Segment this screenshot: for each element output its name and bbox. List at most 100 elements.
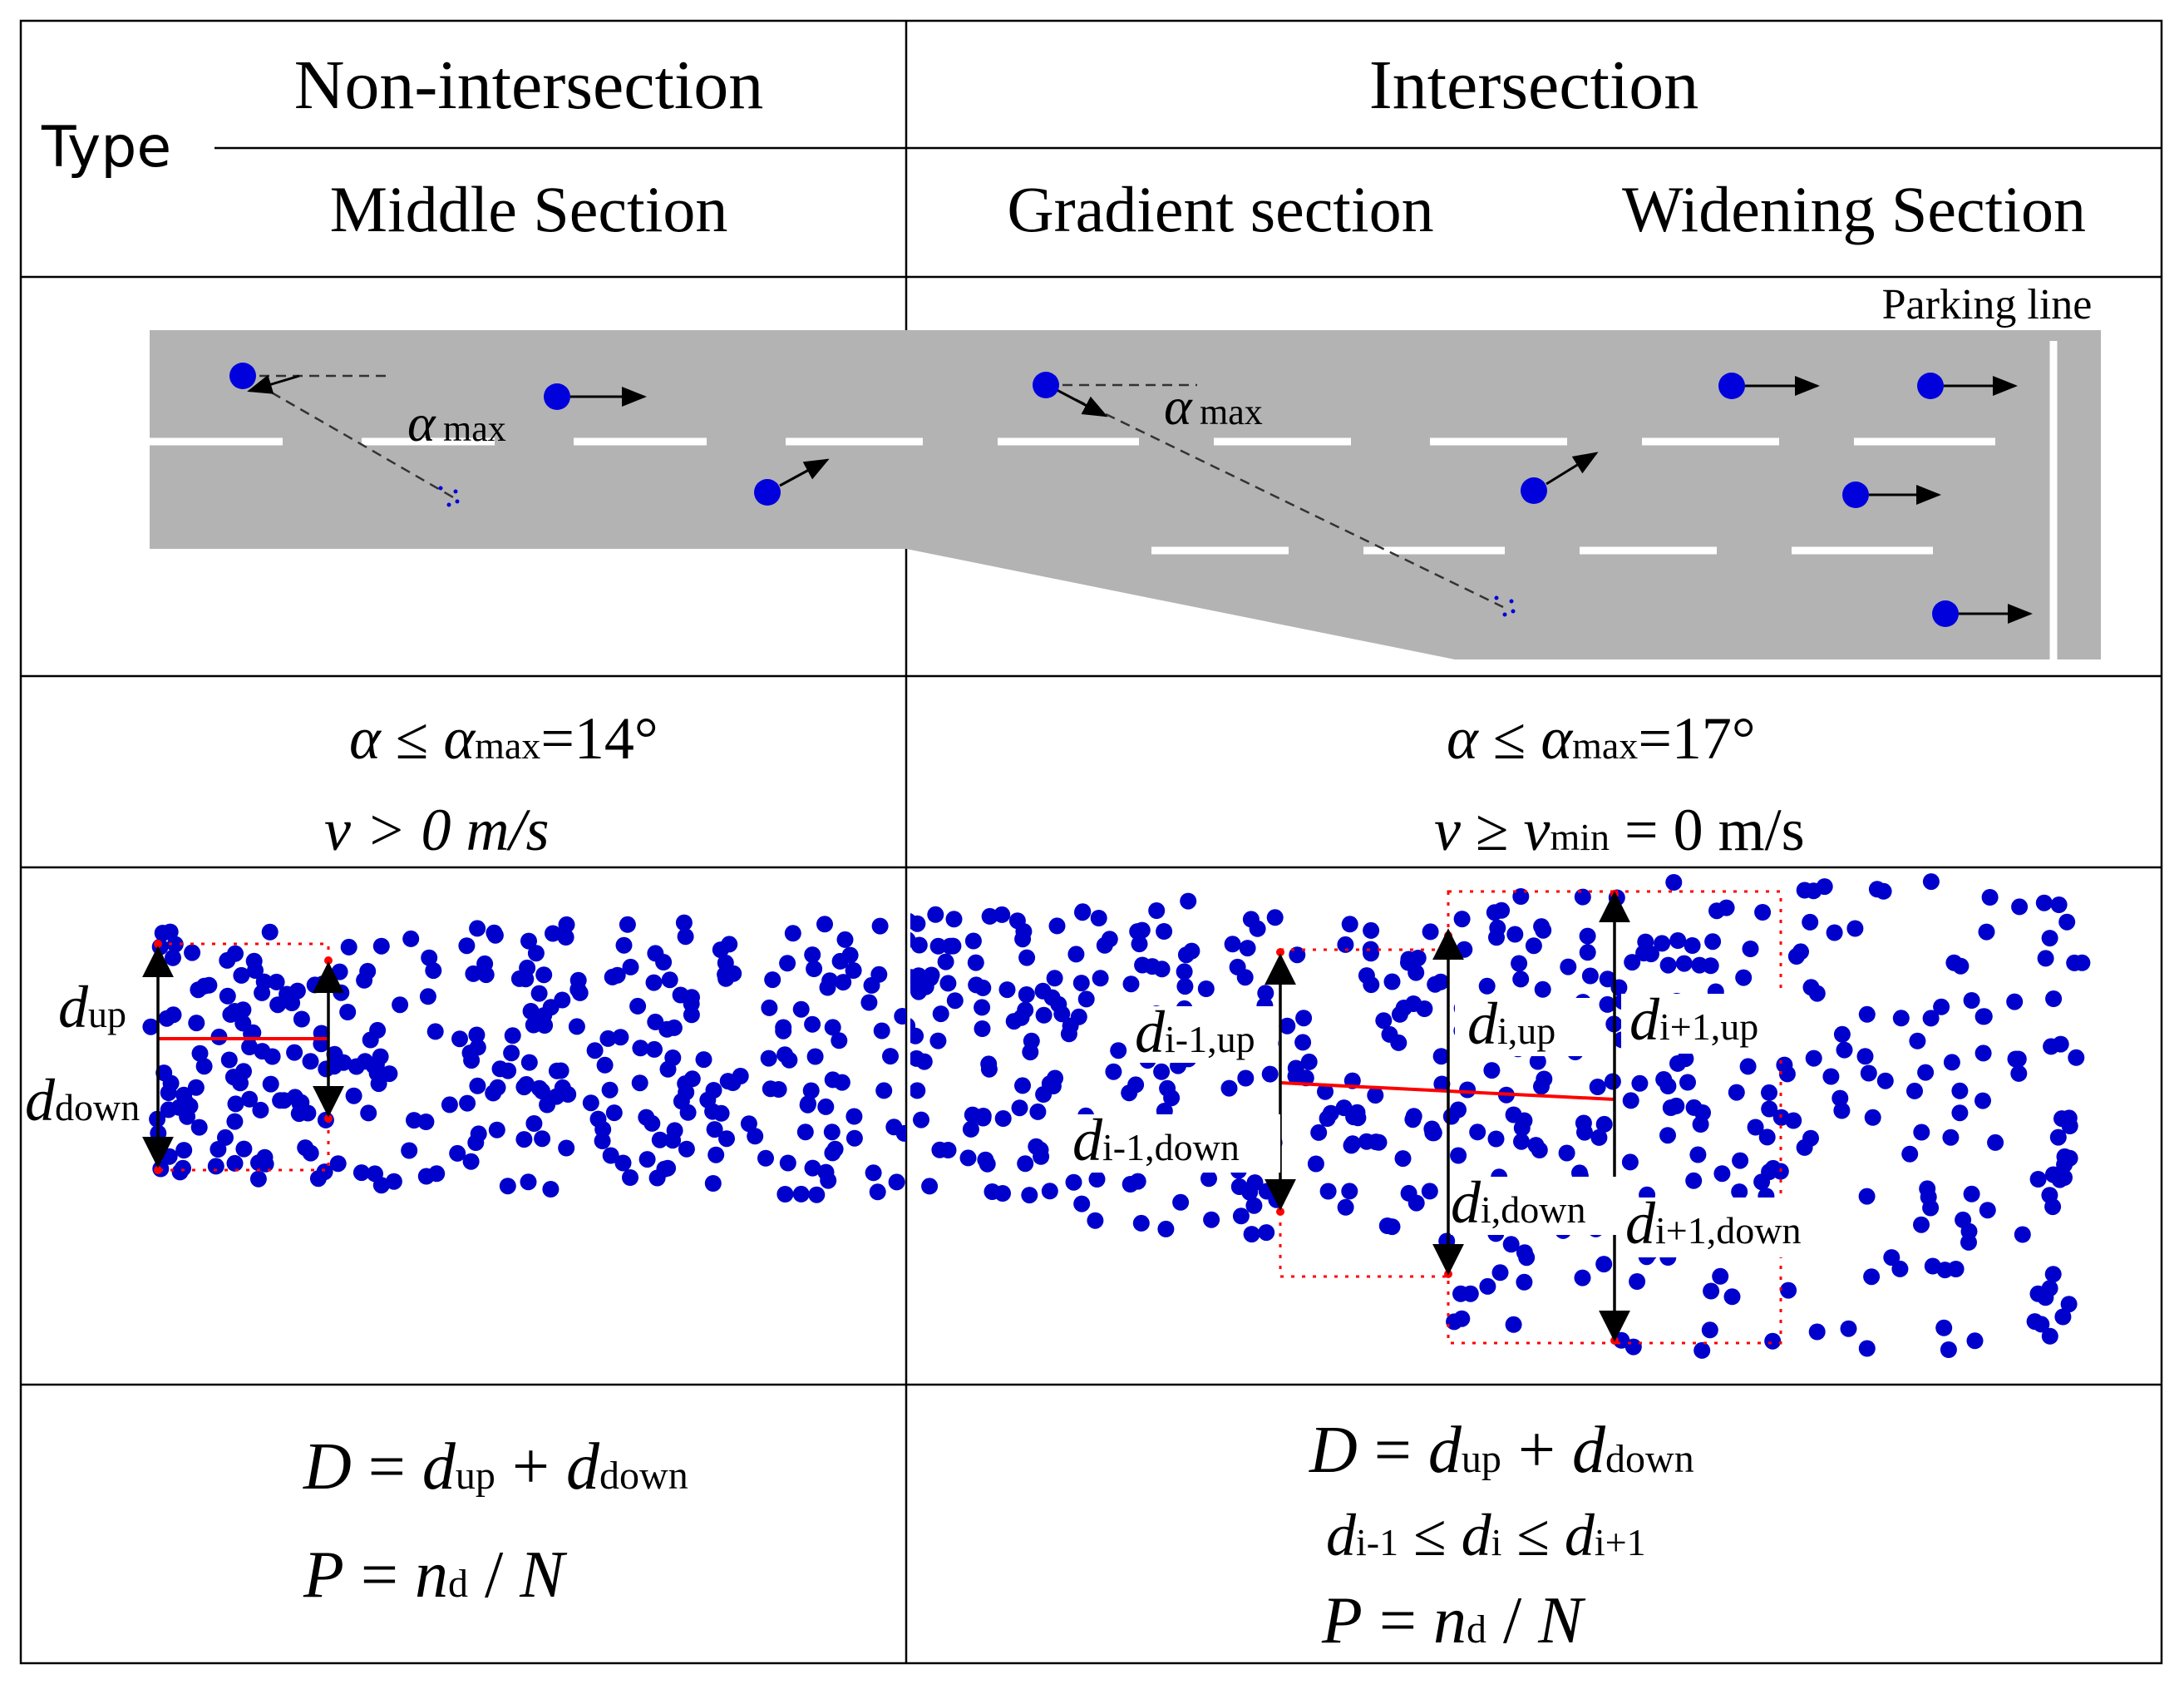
trajectory-point [1153, 961, 1171, 978]
trajectory-point [1802, 979, 1820, 996]
trajectory-point [614, 1154, 632, 1172]
label-d-im1-down: di-1,down [1072, 1107, 1240, 1173]
trajectory-point [1237, 1069, 1255, 1087]
trajectory-point [1344, 1135, 1361, 1153]
trajectory-point [1858, 1005, 1876, 1023]
trajectory-point [530, 985, 548, 1002]
trajectory-point [558, 916, 575, 933]
trajectory-point [1535, 921, 1552, 939]
trajectory-point [721, 965, 738, 983]
trajectory-point [1712, 1267, 1729, 1285]
trajectory-point [1979, 1202, 1996, 1219]
trajectory-point [1533, 1078, 1550, 1095]
trajectory-point [504, 1027, 521, 1044]
trajectory-point [191, 1044, 209, 1062]
trajectory-point [542, 1181, 560, 1198]
trajectory-point [1581, 967, 1599, 985]
trajectory-point [451, 1030, 468, 1048]
trajectory-point [469, 1077, 486, 1094]
trajectory-point [520, 1173, 537, 1191]
trajectory-point [1513, 1119, 1531, 1137]
trajectory-point [806, 961, 823, 977]
trajectory-point [184, 944, 201, 961]
trajectory-point [1245, 1197, 1263, 1214]
trajectory-point [775, 1022, 792, 1040]
trajectory-point [1516, 1273, 1533, 1291]
trajectory-point [718, 1130, 735, 1148]
trajectory-point [1708, 902, 1725, 920]
trajectory-point [1409, 950, 1427, 966]
vehicle [1842, 481, 1869, 508]
trajectory-point [1704, 933, 1722, 951]
trajectory-point [1833, 1102, 1851, 1119]
trajectory-point [535, 966, 553, 984]
trajectory-point [1575, 1114, 1592, 1132]
trajectory-point [1337, 1198, 1354, 1216]
trajectory-point [1479, 1277, 1496, 1295]
trajectory-point [659, 1159, 677, 1177]
trajectory-point [1446, 1313, 1463, 1331]
trajectory-point [520, 932, 537, 950]
trajectory-point [1017, 1155, 1034, 1173]
trajectory-point [1408, 1194, 1425, 1212]
trajectory-point [288, 982, 306, 1000]
trajectory-point [1183, 942, 1200, 960]
trajectory-point [2050, 896, 2068, 913]
trajectory-point [1693, 1341, 1711, 1359]
trajectory-point [1747, 1119, 1764, 1136]
table-grid [19, 19, 2163, 1665]
trajectory-point [356, 971, 373, 989]
trajectory-point [1176, 978, 1194, 995]
trajectory-point [615, 936, 633, 954]
trajectory-point [913, 1111, 929, 1128]
label-d-i-up: di,up [1467, 990, 1555, 1057]
trajectory-point [1092, 970, 1109, 987]
trajectory-point [2061, 1118, 2078, 1134]
trajectory-point [1856, 1048, 1874, 1065]
trajectory-point [1131, 936, 1148, 953]
trajectory-point [1945, 954, 1963, 971]
trajectory-point [1883, 1249, 1901, 1267]
trajectory-point [1758, 1128, 1776, 1146]
trajectory-point [232, 1074, 249, 1092]
trajectory-point [268, 973, 285, 990]
vehicle [1932, 600, 1959, 627]
trajectory-point [831, 952, 849, 970]
trajectory-point [1442, 1108, 1460, 1125]
trajectory-point [329, 1155, 347, 1173]
trajectory-point [534, 1083, 550, 1100]
trajectory-point [568, 1018, 585, 1035]
trajectory-point [1966, 1332, 1984, 1350]
trajectory-point [826, 1140, 844, 1158]
trajectory-point [252, 1101, 269, 1119]
trajectory-point [510, 970, 528, 987]
trajectory-point [459, 1094, 476, 1112]
trajectory-point [520, 1054, 538, 1071]
trajectory-point [704, 1103, 722, 1120]
trajectory-point [503, 1044, 520, 1062]
trajectory-point [269, 996, 287, 1014]
trajectory-point [1753, 1173, 1771, 1191]
trajectory-point [994, 1110, 1012, 1127]
trajectory-point [1421, 1183, 1438, 1200]
trajectory-point [352, 1164, 370, 1182]
vehicle [1917, 373, 1944, 399]
trajectory-point [1008, 912, 1026, 930]
trajectory-point [2073, 954, 2091, 971]
trajectory-scatter: dup ddown di-1,up di-1,down di,up di,dow… [25, 873, 2091, 1359]
trajectory-point [1723, 1288, 1741, 1306]
trajectory-point [836, 931, 854, 948]
trajectory-point [293, 1010, 310, 1028]
trajectory-point [1669, 932, 1687, 949]
trajectory-point [219, 951, 236, 969]
trajectory-point [895, 1124, 906, 1142]
trajectory-point [974, 1020, 991, 1037]
trajectory-point [1297, 1069, 1314, 1087]
trajectory-point [910, 1027, 924, 1044]
alpha-max-label-right: α max [1164, 377, 1263, 436]
trajectory-point [1341, 1183, 1358, 1200]
trajectory-point [401, 1142, 418, 1159]
trajectory-point [525, 1016, 542, 1034]
trajectory-point [1200, 1170, 1217, 1188]
trajectory-point [1960, 1222, 1978, 1240]
